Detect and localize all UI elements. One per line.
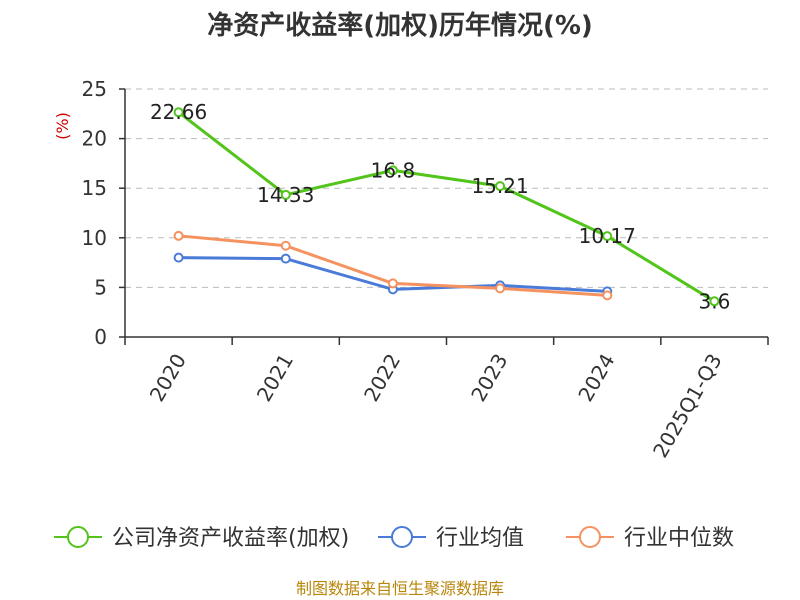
y-tick-label: 15: [82, 176, 107, 200]
x-tick-label: 2024: [573, 350, 619, 406]
axes: [119, 88, 769, 345]
data-point: [280, 240, 291, 251]
x-tick-label: 2021: [252, 350, 298, 406]
source-note: 制图数据来自恒生聚源数据库: [296, 579, 504, 598]
data-point: [173, 107, 184, 118]
x-tick-label: 2025Q1-Q3: [648, 350, 727, 462]
chart-title: 净资产收益率(加权)历年情况(%): [207, 10, 593, 41]
data-point: [602, 231, 613, 242]
data-point: [280, 189, 291, 200]
y-tick-label: 0: [94, 325, 107, 349]
y-tick-labels: 0 5 10 15 20 25: [82, 77, 107, 349]
data-point: [709, 296, 720, 307]
series-lines: [173, 107, 720, 307]
data-label: 16.8: [371, 158, 416, 182]
data-label: 3.6: [699, 289, 731, 313]
y-axis-label: (%): [53, 112, 72, 140]
y-tick-label: 25: [82, 77, 107, 101]
data-label: 14.33: [257, 183, 314, 207]
y-tick-label: 10: [82, 226, 107, 250]
x-tick-label: 2023: [466, 350, 512, 406]
data-label: 10.17: [579, 224, 636, 248]
data-point: [280, 253, 291, 264]
legend: 公司净资产收益率(加权) 行业均值 行业中位数: [54, 526, 734, 551]
data-label: 22.66: [150, 100, 207, 124]
legend-swatch-marker: [579, 526, 601, 548]
legend-swatch-marker: [67, 526, 89, 548]
data-labels: 22.66 14.33 16.8 15.21 10.17 3.6: [150, 100, 730, 313]
series-line-0: [177, 111, 716, 303]
data-point: [387, 165, 398, 176]
legend-label: 行业均值: [436, 526, 524, 551]
y-tick-label: 20: [82, 127, 107, 151]
data-point: [387, 278, 398, 289]
data-point: [173, 230, 184, 241]
legend-label: 行业中位数: [624, 526, 734, 551]
data-label: 15.21: [471, 174, 528, 198]
x-tick-labels: 2020 2021 2022 2023 2024 2025Q1-Q3: [145, 350, 727, 462]
data-point: [602, 290, 613, 301]
data-point: [495, 181, 506, 192]
data-point: [495, 283, 506, 294]
y-tick-label: 5: [94, 275, 107, 299]
legend-label: 公司净资产收益率(加权): [112, 526, 349, 551]
x-tick-label: 2022: [359, 350, 405, 406]
legend-swatch-marker: [391, 526, 413, 548]
x-tick-label: 2020: [145, 350, 191, 406]
data-point: [173, 252, 184, 263]
